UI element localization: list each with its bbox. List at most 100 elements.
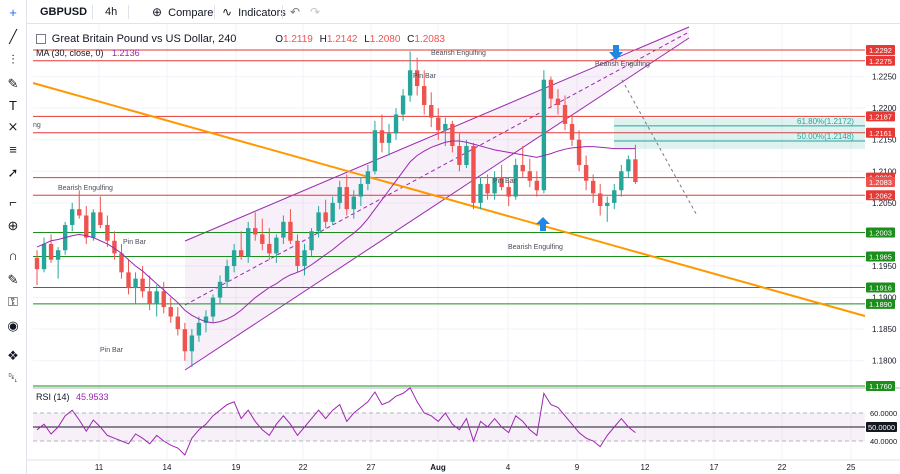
candle-body bbox=[562, 104, 568, 124]
candle-body bbox=[238, 250, 244, 257]
chart-legend: Great Britain Pound vs US Dollar, 240 O1… bbox=[36, 33, 445, 45]
candle-body bbox=[386, 133, 392, 143]
candle-body bbox=[288, 221, 293, 241]
candle-body bbox=[281, 221, 286, 238]
candle-body bbox=[422, 86, 427, 105]
pattern-label: Bearish Engulfing bbox=[595, 61, 650, 68]
rsi-value: 45.9533 bbox=[76, 392, 109, 402]
lock-drawing-icon[interactable]: ✎ bbox=[7, 272, 19, 287]
lock-icon[interactable]: ⚿ bbox=[8, 294, 18, 309]
level-badge bbox=[866, 111, 895, 122]
indicators-button[interactable]: ∿ Indicators bbox=[222, 0, 286, 24]
candle-body bbox=[520, 164, 525, 172]
text-tool-icon[interactable]: T bbox=[9, 98, 17, 113]
price-axis[interactable]: 1.22501.22001.21501.21001.20501.19501.19… bbox=[866, 45, 897, 391]
candle-body bbox=[499, 177, 504, 188]
candle-body bbox=[203, 316, 209, 323]
fib-zone bbox=[614, 117, 865, 149]
candle-body bbox=[217, 281, 223, 298]
candle-body bbox=[253, 228, 258, 235]
price-tick-label: 1.1900 bbox=[872, 294, 897, 303]
candle-body bbox=[358, 183, 364, 197]
legend-close: C1.2083 bbox=[407, 34, 445, 45]
candle-body bbox=[485, 183, 490, 194]
crosshair-icon[interactable]: + bbox=[9, 5, 17, 20]
undo-button[interactable]: ↶ bbox=[290, 5, 301, 19]
pattern-icon[interactable]: ⨯ bbox=[7, 119, 19, 134]
channel-upper-line bbox=[184, 26, 690, 242]
redo-button[interactable]: ↷ bbox=[310, 5, 321, 19]
measure-icon[interactable]: ≡ bbox=[9, 142, 17, 157]
legend-high: H1.2142 bbox=[319, 34, 358, 45]
trash-icon[interactable]: ␡ bbox=[7, 370, 19, 385]
magnet-icon[interactable]: ∩ bbox=[8, 248, 18, 263]
level-badge-label: 1.2275 bbox=[869, 57, 892, 66]
pattern-label: Pin Bar bbox=[493, 178, 517, 185]
candle-body bbox=[48, 243, 54, 260]
drawing-toolbar: + ╱ ⫶ ✎ T ⨯ ≡ ➚ ⌐ ⊕ ∩ ✎ ⚿ ◉ ❖ ␡ bbox=[0, 0, 27, 474]
ma-legend[interactable]: MA (30, close, 0) 1.2136 bbox=[36, 48, 140, 58]
arrow-icon[interactable]: ➚ bbox=[7, 165, 19, 180]
eye-icon[interactable]: ◉ bbox=[7, 318, 19, 333]
candle-body bbox=[105, 224, 110, 241]
compare-button[interactable]: ⊕ Compare bbox=[152, 0, 213, 24]
level-badge bbox=[866, 227, 895, 238]
level-badge-label: 1.2003 bbox=[869, 229, 892, 238]
legend-collapse-icon[interactable] bbox=[36, 34, 46, 45]
rsi-legend[interactable]: RSI (14) 45.9533 bbox=[36, 392, 109, 402]
legend-title: Great Britain Pound vs US Dollar, 240 bbox=[51, 33, 237, 45]
level-badge-label: 1.1890 bbox=[869, 300, 892, 309]
compare-label: Compare bbox=[168, 7, 214, 19]
candle-body bbox=[619, 171, 624, 191]
fib-tool-icon[interactable]: ⫶ bbox=[11, 52, 15, 67]
brush-icon[interactable]: ✎ bbox=[7, 76, 19, 91]
fib-retracement[interactable]: 61.80%(1.2172) 50.00%(1.2148) bbox=[614, 79, 865, 216]
candle-body bbox=[260, 234, 265, 244]
moving-average-line bbox=[36, 140, 636, 324]
fib-level-label: 50.00%(1.2148) bbox=[797, 132, 854, 141]
candle-body bbox=[590, 180, 596, 194]
candle-body bbox=[464, 146, 469, 165]
time-axis[interactable]: 11 14 19 22 27 Aug 4 9 12 17 22 25 bbox=[27, 459, 900, 472]
candle-body bbox=[555, 98, 561, 105]
candle-body bbox=[450, 123, 455, 147]
time-tick-label: 14 bbox=[163, 463, 172, 472]
candle-body bbox=[91, 212, 96, 238]
candle-body bbox=[457, 146, 462, 165]
candle-body bbox=[513, 164, 518, 197]
level-badge bbox=[866, 298, 895, 309]
ruler-icon[interactable]: ⌐ bbox=[9, 195, 17, 210]
time-tick-label: 22 bbox=[299, 463, 308, 472]
level-badge-label: 1.1965 bbox=[869, 253, 892, 262]
trend-line[interactable] bbox=[32, 82, 866, 317]
candle-body bbox=[168, 307, 173, 317]
interval-button[interactable]: 4h bbox=[105, 6, 118, 18]
candle-body bbox=[196, 322, 202, 336]
level-badge bbox=[866, 381, 895, 391]
candle-body bbox=[344, 187, 349, 210]
candle-body bbox=[576, 139, 582, 165]
candle-body bbox=[583, 164, 589, 181]
candle-body bbox=[182, 329, 188, 352]
legend-low: L1.2080 bbox=[364, 34, 401, 45]
trend-line-icon[interactable]: ╱ bbox=[9, 29, 17, 44]
horizontal-levels[interactable] bbox=[33, 49, 865, 387]
symbol-search[interactable]: GBPUSD bbox=[40, 6, 88, 18]
candle-body bbox=[569, 123, 575, 140]
candle-body bbox=[379, 130, 385, 143]
level-badge bbox=[866, 127, 895, 138]
candle-body bbox=[414, 70, 420, 87]
time-tick-label: 27 bbox=[367, 463, 376, 472]
zoom-icon[interactable]: ⊕ bbox=[7, 218, 19, 233]
price-tick-label: 1.2050 bbox=[872, 199, 897, 208]
candle-body bbox=[316, 212, 321, 232]
level-badge bbox=[866, 190, 895, 201]
candle-body bbox=[274, 237, 279, 254]
grid bbox=[33, 24, 900, 460]
layers-icon[interactable]: ❖ bbox=[7, 348, 19, 363]
candle-body bbox=[323, 212, 328, 222]
candle-body bbox=[372, 130, 378, 172]
pattern-annotations: Bearish Engulfing Pin Bar Bearish Engulfin… bbox=[33, 45, 650, 354]
candle-body bbox=[443, 123, 448, 131]
